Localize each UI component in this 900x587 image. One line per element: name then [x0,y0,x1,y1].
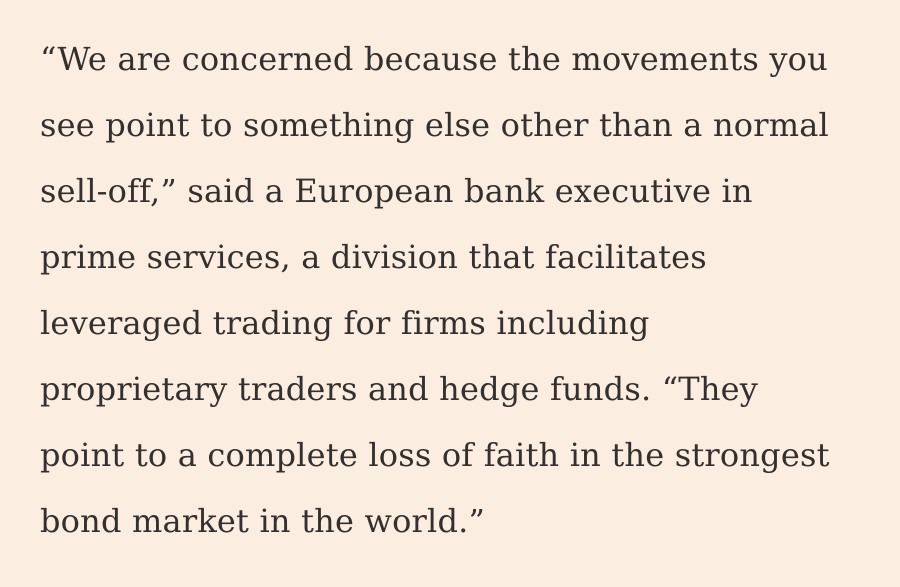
quote-line: prime services, a division that facilita… [40,238,707,276]
quote-line: point to a complete loss of faith in the… [40,436,830,474]
quote-line: sell-off,” said a European bank executiv… [40,172,753,210]
quote-line: leveraged trading for firms including [40,304,650,342]
quote-line: bond market in the world.” [40,502,486,540]
quote-line: see point to something else other than a… [40,106,829,144]
quote-line: proprietary traders and hedge funds. “Th… [40,370,759,408]
quote-paragraph: “We are concerned because the movements … [40,40,830,540]
quote-line: “We are concerned because the movements … [40,40,828,78]
